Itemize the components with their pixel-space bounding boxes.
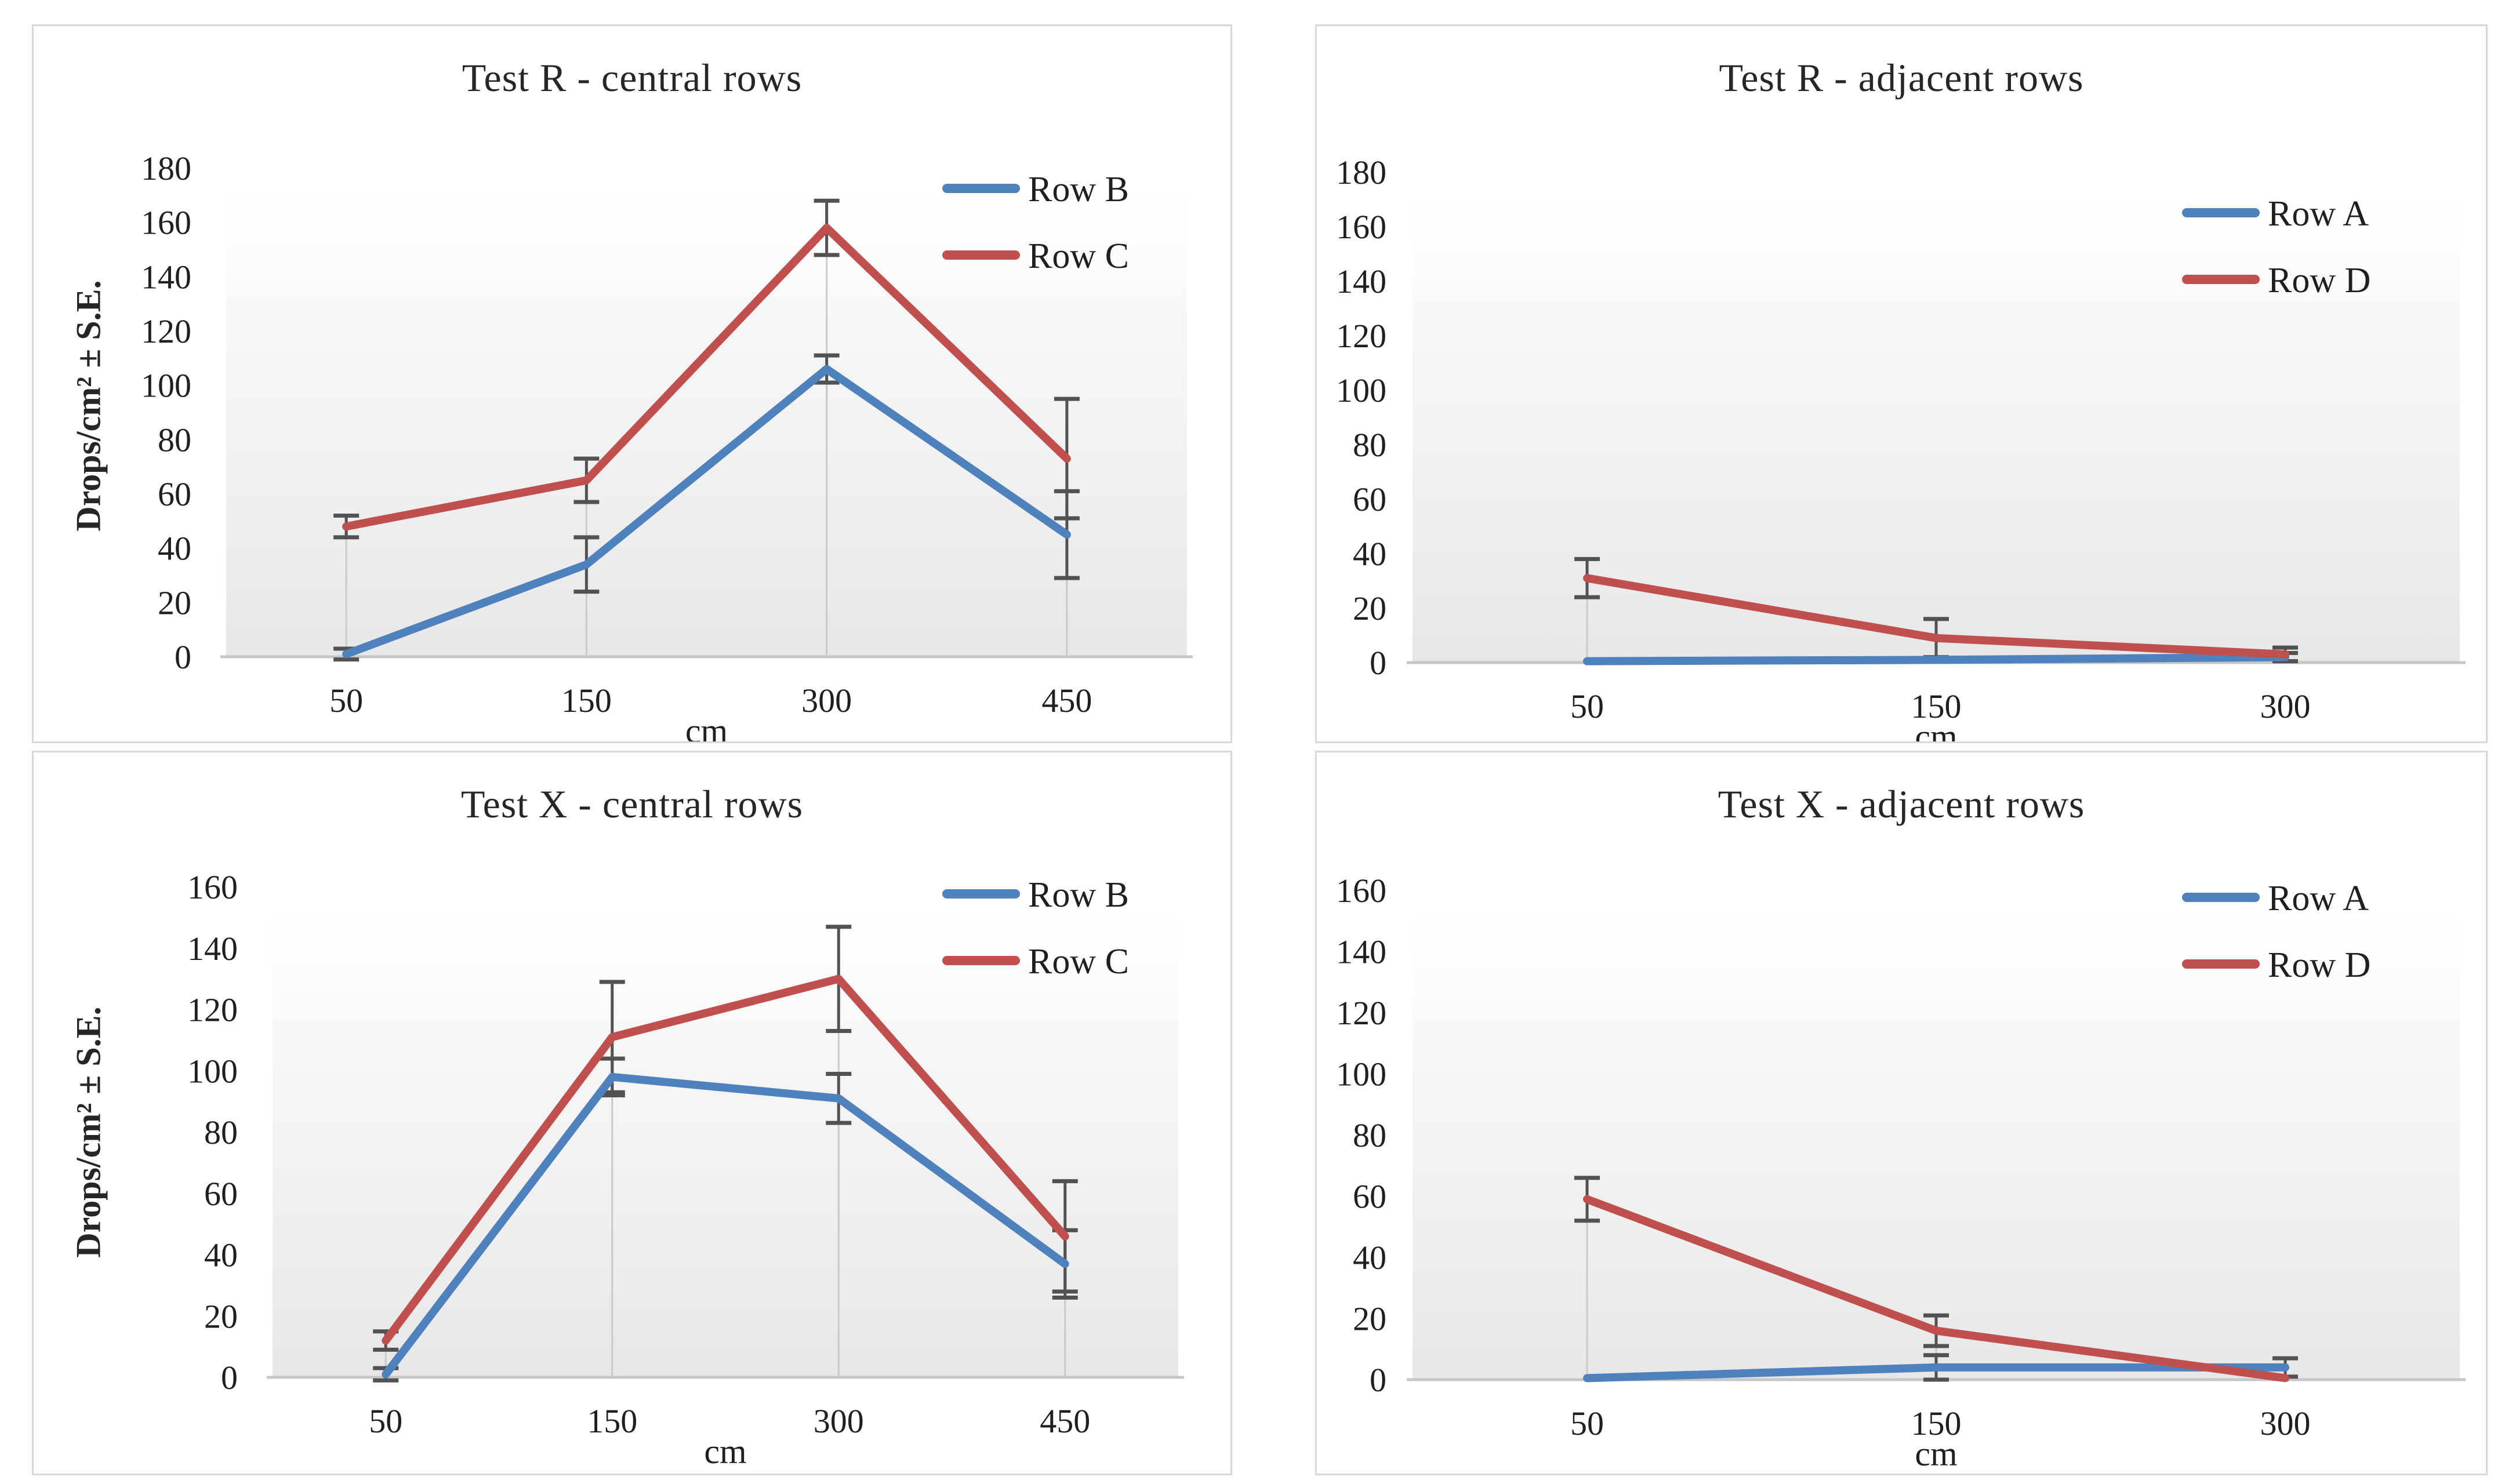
y-tick-label: 180	[1336, 154, 1386, 191]
legend-label: Row B	[1028, 875, 1129, 915]
y-tick-label: 160	[1336, 872, 1386, 910]
y-tick-label: 120	[141, 312, 191, 350]
legend-label: Row D	[2268, 945, 2370, 985]
y-tick-label: 100	[1336, 1056, 1386, 1093]
y-tick-label: 60	[158, 475, 191, 513]
y-tick-label: 120	[1336, 994, 1386, 1032]
x-tick-label: 150	[561, 682, 612, 719]
plot-area-bg	[1413, 172, 2460, 663]
x-axis-title: cm	[704, 1432, 746, 1471]
x-axis-title: cm	[685, 712, 728, 741]
x-tick-label: 450	[1040, 1402, 1090, 1440]
legend-label: Row A	[2268, 879, 2369, 918]
y-tick-label: 160	[1336, 208, 1386, 246]
series-line-row-a	[1583, 1363, 2289, 1383]
chart-title: Test R - central rows	[462, 56, 803, 100]
y-tick-label: 20	[1353, 1300, 1386, 1338]
y-tick-label: 60	[1353, 481, 1386, 518]
chart-title: Test R - adjacent rows	[1719, 56, 2084, 100]
y-tick-label: 120	[187, 991, 238, 1029]
y-tick-label: 0	[1370, 1361, 1386, 1399]
y-tick-label: 120	[1336, 317, 1386, 355]
x-tick-label: 50	[329, 682, 363, 719]
y-tick-label: 20	[1353, 590, 1386, 627]
series-line-row-b	[342, 365, 1071, 659]
chart-title: Test X - central rows	[460, 782, 804, 826]
y-tick-label: 80	[158, 421, 191, 459]
y-tick-label: 40	[1353, 1239, 1386, 1276]
y-tick-label: 0	[1370, 644, 1386, 682]
x-tick-label: 300	[801, 682, 852, 719]
series-line-row-c	[382, 974, 1069, 1345]
series-line-row-d	[1583, 1195, 2289, 1383]
y-tick-label: 80	[1353, 426, 1386, 464]
y-tick-label: 40	[1353, 535, 1386, 573]
x-tick-label: 150	[1911, 1405, 1962, 1442]
y-tick-label: 60	[1353, 1178, 1386, 1216]
x-tick-label: 50	[369, 1402, 402, 1440]
plot-area-bg	[226, 168, 1187, 657]
x-tick-label: 450	[1041, 682, 1092, 719]
y-tick-label: 100	[141, 367, 191, 405]
chart-canvas: 0 20 40 60 80 100 120 140 160 180 50 150 300 450 cm Row…	[141, 150, 1193, 741]
y-tick-label: 20	[204, 1297, 238, 1335]
y-tick-label: 100	[187, 1052, 238, 1090]
legend-label: Row C	[1028, 942, 1129, 981]
series-line-row-d	[1583, 574, 2289, 659]
chart-canvas: 0 20 40 60 80 100 120 140 160 50 150 300 cm Row A Row …	[1336, 872, 2466, 1473]
y-tick-label: 80	[1353, 1116, 1386, 1154]
legend-label: Row D	[2268, 261, 2370, 300]
chart-panel-test-x-adjacent-rows: Test X - adjacent rows 0 20 40 60 80 100 120 14…	[1315, 751, 2488, 1475]
y-tick-label: 160	[141, 204, 191, 242]
y-tick-label: 160	[187, 868, 238, 906]
x-axis-title: cm	[1915, 1435, 1957, 1473]
x-tick-label: 300	[814, 1402, 864, 1440]
chart-canvas: 0 20 40 60 80 100 120 140 160 180 50 150 300 cm Row A R…	[1336, 154, 2466, 741]
chart-panel-test-r-central-rows: Test R - central rows Drops/cm² ± S.E. 0…	[32, 24, 1232, 743]
y-tick-label: 40	[204, 1236, 238, 1274]
series-line-row-a	[1583, 653, 2289, 665]
chart-title: Test X - adjacent rows	[1718, 782, 2085, 826]
legend-label: Row A	[2268, 194, 2369, 234]
y-tick-label: 140	[187, 930, 238, 967]
y-tick-label: 60	[204, 1175, 238, 1213]
series-line-row-c	[342, 224, 1071, 531]
x-tick-label: 50	[1570, 1405, 1604, 1442]
chart-panel-test-x-central-rows: Test X - central rows Drops/cm² ± S.E. 0…	[32, 751, 1232, 1475]
y-tick-label: 140	[141, 258, 191, 296]
x-tick-label: 150	[587, 1402, 637, 1440]
x-axis-title: cm	[1915, 718, 1957, 741]
y-tick-label: 180	[141, 150, 191, 187]
y-tick-label: 0	[175, 638, 191, 676]
y-tick-label: 0	[221, 1359, 238, 1396]
x-tick-label: 150	[1911, 688, 1962, 725]
x-tick-label: 300	[2260, 688, 2311, 725]
x-tick-label: 300	[2260, 1405, 2311, 1442]
legend-label: Row C	[1028, 237, 1129, 276]
legend-label: Row B	[1028, 170, 1129, 209]
x-tick-label: 50	[1570, 688, 1604, 725]
y-tick-label: 20	[158, 584, 191, 621]
chart-canvas: 0 20 40 60 80 100 120 140 160 50 150 300 450 cm Row B R…	[187, 868, 1184, 1471]
y-tick-label: 140	[1336, 263, 1386, 300]
y-tick-label: 80	[204, 1114, 238, 1151]
y-tick-label: 100	[1336, 372, 1386, 409]
y-tick-label: 40	[158, 530, 191, 568]
y-tick-label: 140	[1336, 933, 1386, 971]
chart-panel-test-r-adjacent-rows: Test R - adjacent rows 0 20 40 60 80 100 120 14…	[1315, 24, 2488, 743]
series-line-row-b	[382, 1072, 1069, 1378]
